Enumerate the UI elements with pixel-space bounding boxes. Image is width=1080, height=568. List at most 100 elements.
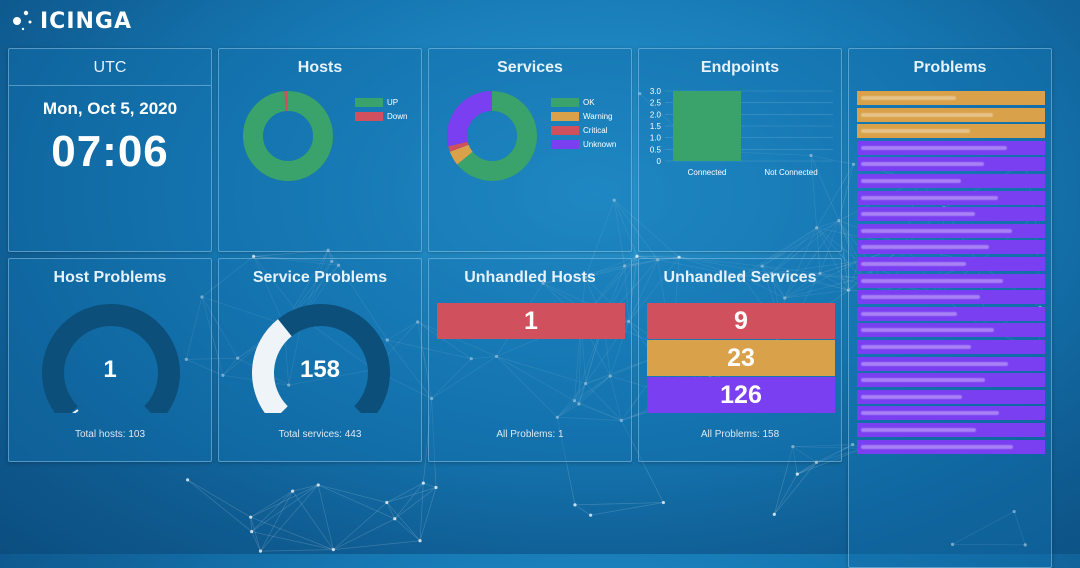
- problem-row[interactable]: [857, 108, 1045, 122]
- y-tick-label: 0.5: [650, 145, 662, 154]
- problem-row[interactable]: [857, 124, 1045, 138]
- problem-row[interactable]: [857, 174, 1045, 188]
- y-tick-label: 3.0: [650, 87, 662, 96]
- problem-row[interactable]: [857, 157, 1045, 171]
- unhandled-services-critical-value: 9: [734, 307, 748, 336]
- problem-row[interactable]: [857, 357, 1045, 371]
- redacted-text: [861, 428, 976, 432]
- unhandled-services-unknown-value: 126: [720, 381, 762, 410]
- problem-row[interactable]: [857, 340, 1045, 354]
- redacted-text: [861, 196, 998, 200]
- problem-row[interactable]: [857, 91, 1045, 105]
- problem-row[interactable]: [857, 257, 1045, 271]
- unhandled-services-panel[interactable]: Unhandled Services 9 23 126 All Problems…: [638, 258, 842, 462]
- service-problems-panel[interactable]: Service Problems 158 Total services: 443: [218, 258, 422, 462]
- unhandled-hosts-footer: All Problems: 1: [429, 429, 631, 440]
- redacted-text: [861, 229, 1012, 233]
- problem-row[interactable]: [857, 373, 1045, 387]
- host-problems-panel[interactable]: Host Problems 1 Total hosts: 103: [8, 258, 212, 462]
- redacted-text: [861, 445, 1013, 449]
- services-legend: OK Warning Critical Unknown: [551, 97, 616, 153]
- y-tick-label: 2.0: [650, 110, 662, 119]
- network-link: [395, 519, 420, 541]
- y-tick-label: 1.5: [650, 122, 662, 131]
- redacted-text: [861, 395, 962, 399]
- redacted-text: [861, 279, 1003, 283]
- unhandled-services-title: Unhandled Services: [639, 269, 841, 287]
- problem-row[interactable]: [857, 323, 1045, 337]
- network-link: [333, 502, 386, 549]
- problem-row[interactable]: [857, 390, 1045, 404]
- services-legend-item-critical[interactable]: Critical: [551, 125, 616, 135]
- utc-date: Mon, Oct 5, 2020: [9, 99, 211, 119]
- hosts-donut-chart[interactable]: [243, 91, 333, 181]
- services-donut-chart[interactable]: [447, 91, 537, 181]
- problem-row[interactable]: [857, 440, 1045, 454]
- icinga-logo: ICINGA: [10, 8, 132, 34]
- problem-row[interactable]: [857, 274, 1045, 288]
- service-problems-footer: Total services: 443: [219, 429, 421, 440]
- legend-label: Down: [387, 112, 407, 121]
- y-tick-label: 2.5: [650, 99, 662, 108]
- problem-row[interactable]: [857, 207, 1045, 221]
- network-node: [259, 550, 262, 553]
- redacted-text: [861, 362, 1008, 366]
- x-tick-label: Connected: [688, 168, 727, 177]
- problem-row[interactable]: [857, 307, 1045, 321]
- redacted-text: [861, 162, 984, 166]
- unhandled-services-unknown-bar[interactable]: 126: [647, 377, 835, 413]
- problem-row[interactable]: [857, 191, 1045, 205]
- network-link: [188, 480, 252, 532]
- legend-swatch: [355, 98, 383, 107]
- problem-row[interactable]: [857, 141, 1045, 155]
- network-node: [385, 501, 388, 504]
- endpoints-title: Endpoints: [639, 59, 841, 77]
- hosts-legend-item-down[interactable]: Down: [355, 111, 407, 121]
- problem-row[interactable]: [857, 406, 1045, 420]
- redacted-text: [861, 129, 970, 133]
- unhandled-services-footer: All Problems: 158: [639, 429, 841, 440]
- utc-divider: [9, 85, 211, 86]
- services-legend-item-ok[interactable]: OK: [551, 97, 616, 107]
- legend-label: UP: [387, 98, 398, 107]
- unhandled-services-warning-bar[interactable]: 23: [647, 340, 835, 376]
- problem-row[interactable]: [857, 290, 1045, 304]
- network-node: [662, 501, 665, 504]
- services-legend-item-warning[interactable]: Warning: [551, 111, 616, 121]
- network-node: [773, 513, 776, 516]
- network-link: [252, 532, 261, 552]
- x-tick-label: Not Connected: [764, 168, 817, 177]
- host-problems-value: 1: [9, 356, 211, 384]
- unhandled-hosts-bar[interactable]: 1: [437, 303, 625, 339]
- services-legend-item-unknown[interactable]: Unknown: [551, 139, 616, 149]
- network-node: [317, 483, 320, 486]
- network-link: [774, 462, 816, 514]
- unhandled-hosts-title: Unhandled Hosts: [429, 269, 631, 287]
- problem-row[interactable]: [857, 423, 1045, 437]
- bar-connected: [673, 91, 741, 161]
- network-node: [291, 490, 294, 493]
- problem-row[interactable]: [857, 240, 1045, 254]
- redacted-text: [861, 262, 966, 266]
- network-link: [333, 519, 394, 550]
- service-problems-value: 158: [219, 356, 421, 384]
- network-link: [774, 474, 797, 514]
- unhandled-services-critical-bar[interactable]: 9: [647, 303, 835, 339]
- problems-panel[interactable]: Problems: [848, 48, 1052, 568]
- network-link: [251, 517, 334, 549]
- unhandled-hosts-panel[interactable]: Unhandled Hosts 1 All Problems: 1: [428, 258, 632, 462]
- network-link: [252, 485, 319, 532]
- problem-row[interactable]: [857, 224, 1045, 238]
- redacted-text: [861, 328, 994, 332]
- network-link: [293, 491, 334, 549]
- redacted-text: [861, 312, 957, 316]
- legend-swatch: [551, 98, 579, 107]
- network-link: [251, 517, 261, 551]
- network-node: [186, 478, 189, 481]
- hosts-legend-item-up[interactable]: UP: [355, 97, 407, 107]
- network-link: [318, 485, 333, 550]
